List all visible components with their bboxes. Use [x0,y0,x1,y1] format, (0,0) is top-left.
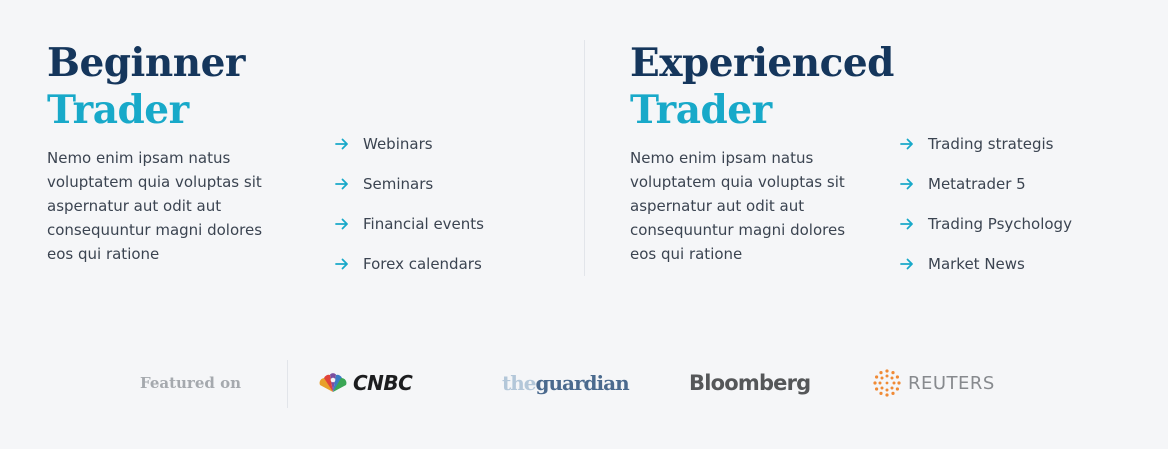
section-divider [584,40,585,276]
guardian-logo[interactable]: the guardian [502,368,630,398]
featured-on-strip: Featured on CNBC the guardian Bloomberg [0,360,1168,408]
beginner-description: Nemo enim ipsam natus voluptatem quia vo… [47,149,263,263]
beginner-title-line1: Beginner [47,40,245,86]
list-item-label: Seminars [363,175,434,193]
arrow-right-icon [900,178,913,190]
list-item[interactable]: Seminars [335,164,484,204]
cnbc-wordmark: CNBC [353,371,413,395]
featured-on-label: Featured on [140,374,241,392]
experienced-description: Nemo enim ipsam natus voluptatem quia vo… [630,149,846,263]
list-item-label: Forex calendars [363,255,482,273]
arrow-right-icon [335,258,348,270]
experienced-title-line2: Trader [630,87,772,133]
arrow-right-icon [900,218,913,230]
experienced-title-line1: Experienced [630,40,894,86]
list-item-label: Webinars [363,135,433,153]
list-item-label: Metatrader 5 [928,175,1026,193]
list-item[interactable]: Metatrader 5 [900,164,1072,204]
list-item-label: Trading strategis [928,135,1054,153]
reuters-dots-icon [873,369,901,397]
cnbc-logo[interactable]: CNBC [317,368,413,398]
arrow-right-icon [335,218,348,230]
bloomberg-logo[interactable]: Bloomberg [689,371,811,395]
beginner-title-line2: Trader [47,87,189,133]
list-item[interactable]: Forex calendars [335,244,484,284]
nbc-peacock-icon [319,373,347,392]
guardian-name: guardian [535,371,630,395]
featured-divider [287,360,288,408]
beginner-title: Beginner Trader [47,40,547,134]
arrow-right-icon [335,138,348,150]
reuters-logo[interactable]: REUTERS [872,368,995,398]
list-item[interactable]: Trading strategis [900,124,1072,164]
reuters-wordmark: REUTERS [908,372,995,394]
list-item[interactable]: Webinars [335,124,484,164]
arrow-right-icon [335,178,348,190]
experienced-list: Trading strategis Metatrader 5 Trading P… [900,124,1072,284]
list-item[interactable]: Market News [900,244,1072,284]
list-item-label: Market News [928,255,1025,273]
list-item-label: Financial events [363,215,484,233]
guardian-the: the [502,371,537,395]
list-item-label: Trading Psychology [928,215,1072,233]
beginner-list: Webinars Seminars Financial events Forex… [335,124,484,284]
experienced-trader-section: Experienced Trader Nemo enim ipsam natus… [630,40,1130,276]
beginner-trader-section: Beginner Trader Nemo enim ipsam natus vo… [47,40,547,276]
list-item[interactable]: Financial events [335,204,484,244]
list-item[interactable]: Trading Psychology [900,204,1072,244]
experienced-title: Experienced Trader [630,40,1130,134]
arrow-right-icon [900,138,913,150]
arrow-right-icon [900,258,913,270]
